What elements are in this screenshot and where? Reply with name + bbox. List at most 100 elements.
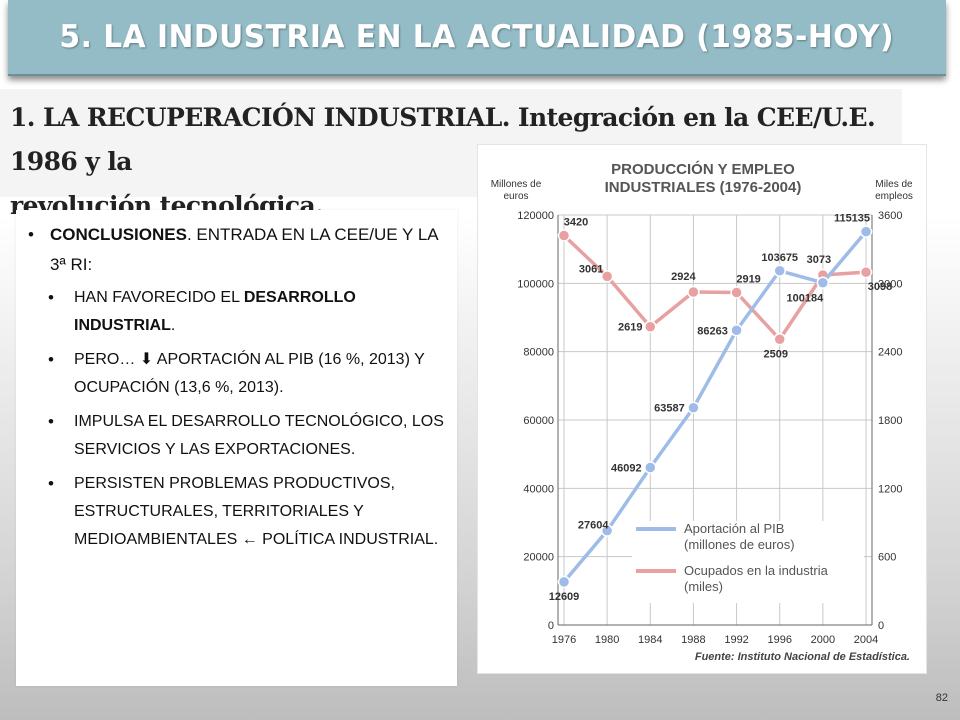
main-bullet-text: CONCLUSIONES. ENTRADA EN LA CEE/UE Y LA …	[50, 220, 448, 280]
line-chart: 0 20000 40000 60000 80000 100000 120000 0 600 120…	[491, 160, 913, 663]
y-tick-label-left: 120000	[517, 210, 554, 222]
legend-background	[632, 521, 864, 603]
list-item: • PERO… ⬇ APORTACIÓN AL PIB (16 %, 2013)…	[48, 346, 452, 402]
data-point-ocupados	[557, 229, 571, 242]
data-label-pib: 27604	[578, 520, 609, 532]
x-tick-label: 1992	[724, 634, 748, 646]
y-tick-label-right: 1800	[878, 415, 902, 427]
list-item: • PERSISTEN PROBLEMAS PRODUCTIVOS, ESTRU…	[48, 470, 452, 554]
item-text: PERO…	[74, 351, 140, 368]
data-label-ocupados: 2924	[671, 271, 696, 283]
data-label-pib: 63587	[654, 403, 685, 415]
legend-label: Aportación al PIB	[684, 521, 784, 536]
x-tick-label: 2004	[854, 634, 878, 646]
data-point-ocupados	[644, 320, 657, 333]
data-label-ocupados: 3061	[579, 263, 603, 275]
data-point-ocupados	[859, 265, 873, 279]
data-label-ocupados: 2509	[763, 348, 787, 360]
series-line-ocupados	[562, 234, 867, 342]
y-tick-label-right: 1200	[878, 483, 902, 495]
y-tick-label-left: 40000	[523, 483, 554, 495]
down-arrow-icon: ⬇	[139, 351, 154, 368]
data-label-ocupados: 3420	[564, 217, 588, 229]
subtitle-line-1: 1. LA RECUPERACIÓN INDUSTRIAL. Integraci…	[10, 103, 876, 176]
list-item: • HAN FAVORECIDO EL DESARROLLO INDUSTRIA…	[48, 284, 452, 340]
data-label-ocupados: 3098	[868, 281, 892, 293]
chart-series	[557, 225, 873, 589]
data-point-pib	[557, 575, 571, 589]
data-label-pib: 46092	[611, 463, 642, 475]
y-tick-label-right: 600	[878, 552, 896, 564]
data-point-ocupados	[600, 270, 614, 283]
item-text-end: APORTACIÓN AL PIB (16 %, 2013) Y OCUPACI…	[74, 351, 425, 396]
y-tick-label-right: 2400	[878, 347, 902, 359]
data-point-pib	[644, 461, 657, 474]
data-label-pib: 86263	[697, 325, 728, 337]
data-label-pib: 103675	[761, 252, 798, 264]
data-point-pib	[816, 276, 830, 289]
data-label-pib: 100184	[786, 293, 824, 305]
slide-title: 5. LA INDUSTRIA EN LA ACTUALIDAD (1985-H…	[59, 19, 895, 55]
data-label-pib: 115135	[834, 213, 870, 225]
legend-label-unit: (miles)	[684, 579, 723, 594]
x-tick-label: 1996	[767, 634, 791, 646]
content-box: • CONCLUSIONES. ENTRADA EN LA CEE/UE Y L…	[16, 210, 457, 686]
y-axis-title-right-2: empleos	[875, 191, 913, 202]
item-text: IMPULSA EL DESARROLLO TECNOLÓGICO, LOS S…	[74, 413, 444, 458]
data-point-ocupados	[730, 286, 743, 299]
data-label-ocupados: 3073	[807, 254, 831, 266]
x-tick-label: 1976	[552, 634, 576, 646]
main-bullet: • CONCLUSIONES. ENTRADA EN LA CEE/UE Y L…	[28, 220, 448, 280]
chart-source: Fuente: Instituto Nacional de Estadístic…	[695, 651, 910, 663]
x-tick-label: 1980	[595, 634, 619, 646]
y-tick-label-right: 3000	[878, 278, 902, 290]
y-axis-title-right: Miles de	[875, 179, 913, 190]
chart-figure: 0 20000 40000 60000 80000 100000 120000 0 600 120…	[477, 144, 927, 674]
y-axis-title-left: Millones de	[491, 179, 542, 190]
sub-bullet-list: • HAN FAVORECIDO EL DESARROLLO INDUSTRIA…	[48, 284, 452, 560]
title-bar: 5. LA INDUSTRIA EN LA ACTUALIDAD (1985-H…	[8, 0, 946, 76]
data-point-pib	[773, 264, 786, 278]
y-tick-label-right: 0	[878, 620, 884, 632]
item-bold: DESARROLLO INDUSTRIAL	[74, 289, 356, 334]
main-bullet-bold: CONCLUSIONES	[50, 225, 187, 244]
bullet-dot-icon: •	[48, 350, 54, 369]
item-text-end: .	[170, 317, 176, 334]
y-tick-label-right: 3600	[878, 210, 902, 222]
x-tick-label: 2000	[811, 634, 835, 646]
slide-number: 82	[935, 692, 948, 704]
data-point-pib	[687, 401, 700, 414]
data-point-pib	[859, 225, 873, 238]
x-tick-label: 1988	[681, 634, 705, 646]
data-point-pib	[600, 524, 614, 537]
item-text: HAN FAVORECIDO EL	[74, 289, 244, 306]
y-tick-label-left: 20000	[523, 552, 554, 564]
chart-legend: Aportación al PIB(millones de euros) Ocup…	[632, 521, 864, 603]
data-label-ocupados: 2619	[618, 322, 642, 334]
data-point-pib	[730, 324, 743, 337]
data-point-ocupados	[687, 285, 700, 299]
data-point-ocupados	[773, 333, 786, 346]
legend-label-unit: (millones de euros)	[684, 537, 795, 552]
chart-axes: 0 20000 40000 60000 80000 100000 120000 0 600 120…	[517, 210, 902, 646]
x-tick-label: 1984	[638, 634, 662, 646]
y-axis-title-left-2: euros	[503, 191, 528, 202]
bullet-dot-icon: •	[48, 288, 54, 307]
bullet-dot-icon: •	[48, 474, 54, 493]
main-bullet-rest: . ENTRADA EN LA CEE/UE Y LA 3ª RI:	[50, 225, 438, 274]
chart-title-line2: INDUSTRIALES (1976-2004)	[605, 179, 802, 196]
series-line-pib	[562, 230, 868, 584]
data-label-ocupados: 2919	[736, 274, 760, 286]
list-item: • IMPULSA EL DESARROLLO TECNOLÓGICO, LOS…	[48, 408, 452, 464]
legend-label: Ocupados en la industria	[684, 563, 829, 578]
data-label-pib: 12609	[549, 591, 580, 603]
bullet-dot-icon: •	[28, 225, 34, 244]
item-text: PERSISTEN PROBLEMAS PRODUCTIVOS, ESTRUCT…	[74, 475, 439, 548]
y-tick-label-left: 60000	[523, 415, 554, 427]
y-tick-label-left: 0	[548, 620, 554, 632]
y-tick-label-left: 100000	[517, 278, 554, 290]
bullet-dot-icon: •	[48, 412, 54, 431]
chart-title-line1: PRODUCCIÓN Y EMPLEO	[611, 160, 795, 178]
y-tick-label-left: 80000	[523, 347, 554, 359]
